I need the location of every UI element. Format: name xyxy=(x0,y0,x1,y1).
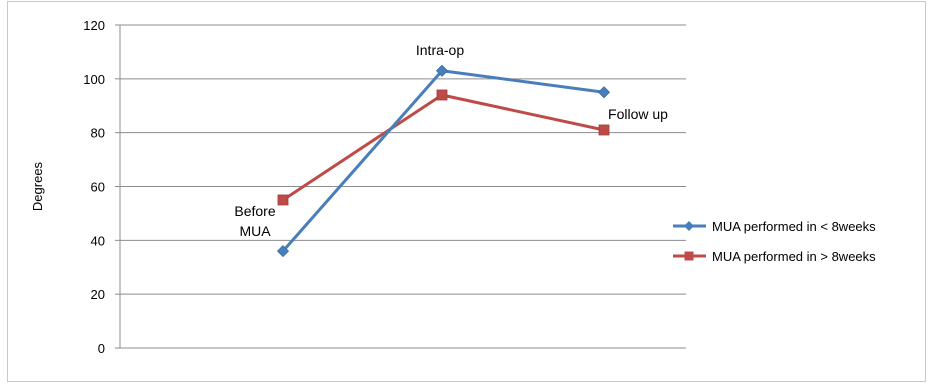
gridlines xyxy=(115,24,686,349)
y-axis-title: Degrees xyxy=(30,161,45,211)
y-tick-label: 20 xyxy=(91,287,105,302)
y-tick-label: 80 xyxy=(91,126,105,141)
line-chart: 0 20 40 60 80 100 120 Degrees Before MUA Intra-o… xyxy=(30,18,876,356)
category-annotation: Follow up xyxy=(608,106,668,122)
y-tick-label: 60 xyxy=(91,180,105,195)
chart-frame: 0 20 40 60 80 100 120 Degrees Before MUA Intra-o… xyxy=(7,1,926,382)
y-tick-labels: 0 20 40 60 80 100 120 xyxy=(83,18,105,356)
legend: MUA performed in < 8weeks MUA performed i… xyxy=(673,219,876,264)
data-point xyxy=(436,89,448,101)
legend-marker xyxy=(684,221,694,231)
category-annotation: Before xyxy=(234,203,275,219)
series-line-1 xyxy=(282,93,605,202)
data-point xyxy=(598,124,610,136)
y-tick-label: 0 xyxy=(98,341,105,356)
y-tick-label: 100 xyxy=(83,72,105,87)
category-annotation: MUA xyxy=(239,223,271,239)
legend-label: MUA performed in < 8weeks xyxy=(712,219,876,234)
series-layer xyxy=(276,64,611,258)
data-point xyxy=(435,64,449,77)
legend-label: MUA performed in > 8weeks xyxy=(712,249,876,264)
y-tick-label: 40 xyxy=(91,233,105,248)
category-annotations: Before MUA Intra-op Follow up xyxy=(234,42,668,239)
category-annotation: Intra-op xyxy=(416,42,464,58)
y-tick-label: 120 xyxy=(83,18,105,33)
legend-marker xyxy=(684,251,694,261)
data-point xyxy=(597,86,611,99)
data-point xyxy=(276,245,290,258)
data-point xyxy=(277,194,289,206)
